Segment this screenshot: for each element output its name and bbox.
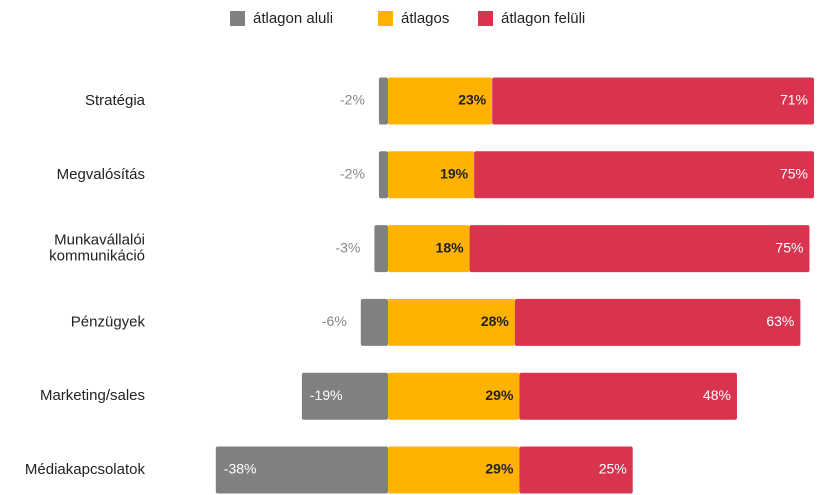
value-label: -19% — [310, 387, 343, 403]
bar-segment — [492, 77, 814, 125]
legend-label: átlagon felüli — [501, 10, 585, 27]
value-label: 71% — [780, 92, 808, 108]
legend-label: átlagos — [401, 10, 449, 27]
bar-segment — [519, 372, 737, 420]
bar-segment — [388, 225, 470, 273]
legend-swatch — [378, 11, 393, 26]
value-label: -3% — [335, 239, 360, 255]
bar-segment — [378, 151, 388, 199]
legend-swatch — [478, 11, 493, 26]
value-label: 63% — [766, 313, 794, 329]
legend-label: átlagon aluli — [253, 10, 333, 27]
bar-segment — [301, 372, 388, 420]
bar-segment — [514, 298, 801, 346]
value-label: 25% — [599, 461, 627, 477]
bar-segment — [388, 372, 520, 420]
legend-swatch — [230, 11, 245, 26]
value-label: -2% — [340, 166, 365, 182]
bar-segment — [374, 225, 388, 273]
bar-segment — [215, 446, 388, 494]
value-label: 28% — [481, 313, 510, 329]
category-label: Megvalósítás — [57, 166, 145, 183]
value-label: 75% — [780, 166, 808, 182]
value-label: 48% — [703, 387, 731, 403]
category-label: Médiakapcsolatok — [25, 461, 146, 478]
bar-segment — [388, 446, 520, 494]
category-label: Pénzügyek — [71, 313, 146, 330]
bar-segment — [360, 298, 388, 346]
bar-segment — [388, 77, 493, 125]
bar-segment — [519, 446, 633, 494]
value-label: -6% — [322, 313, 347, 329]
category-label: Munkavállalói kommunikáció — [49, 232, 145, 265]
bar-segment — [378, 77, 388, 125]
category-label: Marketing/sales — [40, 387, 145, 404]
bar-segment — [469, 225, 810, 273]
value-label: -2% — [340, 92, 365, 108]
value-label: 19% — [440, 166, 469, 182]
bar-segment — [388, 298, 515, 346]
bar-segment — [474, 151, 814, 199]
value-label: 29% — [485, 461, 514, 477]
value-label: 29% — [485, 387, 514, 403]
value-label: -38% — [224, 461, 257, 477]
value-label: 23% — [458, 92, 487, 108]
category-label: Stratégia — [85, 92, 146, 109]
category-label-line: kommunikáció — [49, 248, 145, 265]
bar-segment — [388, 151, 475, 199]
category-label-line: Munkavállalói — [54, 232, 145, 249]
value-label: 75% — [775, 239, 803, 255]
value-label: 18% — [436, 239, 465, 255]
